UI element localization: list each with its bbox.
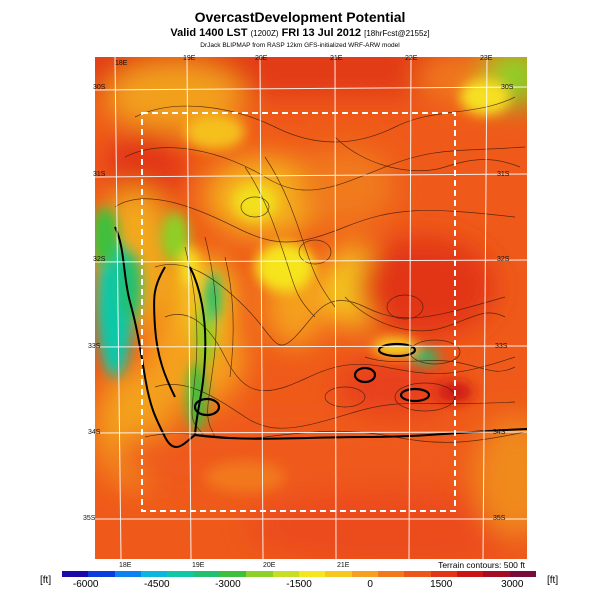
lat-label-left: 31S (93, 171, 106, 178)
lon-label-top: 21E (330, 55, 343, 62)
colorbar-segment (246, 571, 273, 577)
lon-label-bottom: 19E (192, 562, 205, 569)
forecast-info: [18hrFcst@2155z] (364, 29, 430, 38)
colorbar-tick-label: 3000 (501, 579, 524, 590)
map-title: OvercastDevelopment Potential (194, 9, 406, 25)
colorbar-segment (272, 571, 299, 577)
lat-label-left: 30S (93, 84, 106, 91)
lon-label-bottom: 18E (119, 562, 132, 569)
colorbar-segment (325, 571, 352, 577)
valid-time: Valid 1400 LST (170, 27, 248, 39)
colorbar-unit-left: [ft] (40, 575, 52, 586)
lat-label-right: 32S (497, 256, 510, 263)
colorbar-segment (483, 571, 510, 577)
lat-label-left: 33S (88, 343, 101, 350)
colorbar-segment (193, 571, 220, 577)
colorbar-segment (62, 571, 89, 577)
lon-label-top: 20E (255, 55, 268, 62)
lat-label-left: 35S (83, 515, 96, 522)
valid-date: FRI 13 Jul 2012 (281, 27, 362, 39)
colorbar-segment (298, 571, 326, 577)
colorbar-segment (404, 571, 431, 577)
terrain-contours-note: Terrain contours: 500 ft (438, 560, 525, 570)
colorbar-segment (88, 571, 115, 577)
valid-time-line: Valid 1400 LST (1200Z) FRI 13 Jul 2012 [… (0, 27, 600, 39)
colorbar-tick-label: -1500 (286, 579, 312, 590)
valid-utc: (1200Z) (250, 29, 279, 38)
lat-lon-grid (95, 57, 527, 559)
lon-label-top: 22E (405, 55, 418, 62)
colorbar-segment (140, 571, 168, 577)
colorbar (62, 571, 536, 577)
colorbar-segment (114, 571, 141, 577)
colorbar-tick-label: -4500 (144, 579, 170, 590)
lat-label-right: 33S (495, 343, 508, 350)
lon-label-top: 18E (115, 60, 128, 67)
field-details (95, 79, 510, 493)
colorbar-tick-label: 0 (367, 579, 373, 590)
model-credit: DrJack BLIPMAP from RASP 12km GFS-initia… (200, 42, 400, 49)
lat-label-left: 32S (93, 256, 106, 263)
colorbar-tick-label: 1500 (430, 579, 453, 590)
forecast-map[interactable]: 18E 19E 20E 21E 22E 23E 18E 19E 20E 21E … (83, 55, 527, 569)
colorbar-segment (167, 571, 194, 577)
lat-label-right: 34S (493, 429, 506, 436)
lon-label-bottom: 21E (337, 562, 350, 569)
lon-label-top: 23E (480, 55, 493, 62)
lon-label-top: 19E (183, 55, 196, 62)
colorbar-segment (377, 571, 405, 577)
colorbar-segment (456, 571, 484, 577)
colorbar-segment (430, 571, 457, 577)
lat-label-right: 30S (501, 84, 514, 91)
map-canvas (95, 57, 527, 559)
colorbar-tick-label: -6000 (72, 579, 99, 590)
colorbar-segment (509, 571, 536, 577)
lat-label-right: 35S (493, 515, 506, 522)
colorbar-unit-right: [ft] (547, 575, 559, 586)
colorbar-segment (351, 571, 378, 577)
lat-label-left: 34S (88, 429, 101, 436)
colorbar-segment (219, 571, 247, 577)
colorbar-tick-label: -3000 (215, 579, 241, 590)
lat-label-right: 31S (497, 171, 510, 178)
inner-domain-box (141, 112, 456, 512)
lon-label-bottom: 20E (263, 562, 276, 569)
